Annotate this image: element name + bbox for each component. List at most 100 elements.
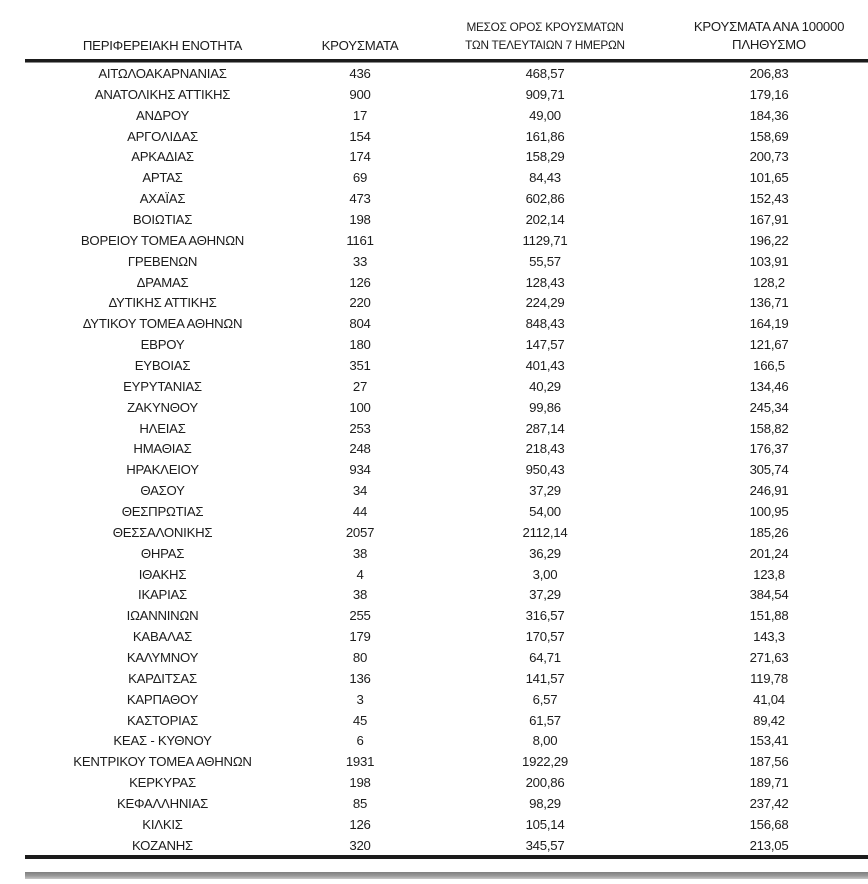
- cell-per100k: 305,74: [749, 462, 789, 478]
- cell-per100k: 100,95: [749, 503, 789, 519]
- cell-per100k: 156,68: [749, 816, 789, 832]
- cell-region: ΔΥΤΙΚΟΥ ΤΟΜΕΑ ΑΘΗΝΩΝ: [82, 316, 243, 332]
- cell-cases: 17: [352, 107, 368, 123]
- cell-cases: 38: [352, 587, 368, 603]
- table-row: ΔΡΑΜΑΣ 126 128,43 128,2: [25, 272, 868, 293]
- col-header-per100k: ΚΡΟΥΣΜΑΤΑ ΑΝΑ 100000 ΠΛΗΘΥΣΜΟ: [670, 0, 868, 58]
- cell-cases: 27: [352, 378, 368, 394]
- bottom-gray-bar: [25, 872, 868, 879]
- table-row: ΚΑΛΥΜΝΟΥ 80 64,71 271,63: [25, 647, 868, 668]
- cell-per100k: 245,34: [749, 399, 789, 415]
- table-row: ΑΧΑΪΑΣ 473 602,86 152,43: [25, 188, 868, 209]
- cell-per100k: 167,91: [749, 211, 789, 227]
- cell-avg7: 98,29: [529, 796, 561, 811]
- cell-region: ΔΥΤΙΚΗΣ ΑΤΤΙΚΗΣ: [108, 295, 217, 311]
- table-row: ΑΡΤΑΣ 69 84,43 101,65: [25, 167, 868, 188]
- cell-region: ΕΒΡΟΥ: [140, 337, 185, 353]
- cell-region: ΚΑΡΔΙΤΣΑΣ: [128, 670, 197, 686]
- cell-per100k: 121,67: [749, 337, 789, 353]
- table-row: ΚΕΡΚΥΡΑΣ 198 200,86 189,71: [25, 772, 868, 793]
- cell-avg7: 158,29: [525, 149, 565, 165]
- table-row: ΑΙΤΩΛΟΑΚΑΡΝΑΝΙΑΣ 436 468,57 206,83: [25, 63, 868, 84]
- cell-region: ΕΥΒΟΙΑΣ: [134, 357, 191, 373]
- cell-per100k: 41,04: [753, 691, 785, 707]
- cell-avg7: 1922,29: [522, 754, 568, 770]
- table-row: ΑΝΑΤΟΛΙΚΗΣ ΑΤΤΙΚΗΣ 900 909,71 179,16: [25, 84, 868, 105]
- cell-per100k: 176,37: [749, 441, 789, 457]
- cell-avg7: 224,29: [525, 295, 565, 311]
- table-bottom-rule: [25, 855, 868, 859]
- cell-cases: 38: [352, 545, 368, 561]
- cell-cases: 248: [349, 441, 371, 457]
- cell-region: ΓΡΕΒΕΝΩΝ: [127, 253, 198, 269]
- cell-avg7: 105,14: [525, 816, 565, 832]
- cell-cases: 934: [349, 462, 371, 478]
- cell-avg7: 84,43: [529, 170, 561, 186]
- cell-region: ΚΑΛΥΜΝΟΥ: [126, 649, 199, 665]
- cell-cases: 1161: [346, 232, 374, 248]
- table-row: ΗΜΑΘΙΑΣ 248 218,43 176,37: [25, 438, 868, 459]
- cell-cases: 6: [356, 733, 364, 749]
- cell-region: ΘΕΣΣΑΛΟΝΙΚΗΣ: [112, 524, 213, 540]
- table-row: ΑΝΔΡΟΥ 17 49,00 184,36: [25, 105, 868, 126]
- cell-cases: 136: [349, 670, 371, 686]
- cell-avg7: 950,43: [525, 462, 565, 478]
- cell-per100k: 246,91: [749, 483, 789, 499]
- cell-cases: 174: [349, 149, 371, 165]
- cell-cases: 255: [349, 608, 371, 624]
- cell-cases: 80: [352, 649, 368, 665]
- table-row: ΘΗΡΑΣ 38 36,29 201,24: [25, 543, 868, 564]
- cell-per100k: 237,42: [749, 796, 789, 811]
- cell-cases: 900: [349, 86, 371, 102]
- table-row: ΚΕΦΑΛΛΗΝΙΑΣ 85 98,29 237,42: [25, 793, 868, 814]
- cell-per100k: 166,5: [753, 357, 785, 373]
- cell-per100k: 119,78: [750, 670, 788, 686]
- cell-per100k: 206,83: [749, 65, 789, 81]
- cell-per100k: 184,36: [749, 107, 789, 123]
- table-header: ΠΕΡΙΦΕΡΕΙΑΚΗ ΕΝΟΤΗΤΑ ΚΡΟΥΣΜΑΤΑ ΜΕΣΟΣ ΟΡΟ…: [25, 0, 868, 63]
- cell-cases: 34: [352, 483, 368, 499]
- cell-region: ΙΩΑΝΝΙΝΩΝ: [126, 608, 199, 624]
- cell-region: ΑΡΤΑΣ: [142, 170, 183, 186]
- cell-per100k: 200,73: [749, 149, 789, 165]
- cell-per100k: 151,88: [749, 608, 789, 624]
- cell-region: ΖΑΚΥΝΘΟΥ: [127, 399, 198, 415]
- cell-region: ΗΜΑΘΙΑΣ: [133, 441, 192, 457]
- cell-cases: 44: [352, 503, 368, 519]
- cell-avg7: 49,00: [529, 107, 561, 123]
- table-row: ΚΑΒΑΛΑΣ 179 170,57 143,3: [25, 626, 868, 647]
- cell-cases: 33: [352, 253, 368, 269]
- cell-avg7: 316,57: [525, 608, 565, 624]
- cell-per100k: 187,56: [749, 754, 789, 770]
- cell-avg7: 99,86: [529, 399, 561, 415]
- cell-avg7: 141,57: [525, 670, 565, 686]
- table-row: ΚΟΖΑΝΗΣ 320 345,57 213,05: [25, 835, 868, 856]
- cell-region: ΘΑΣΟΥ: [140, 483, 185, 499]
- cell-per100k: 164,19: [749, 316, 789, 332]
- cell-cases: 320: [349, 837, 371, 853]
- table-row: ΚΕΝΤΡΙΚΟΥ ΤΟΜΕΑ ΑΘΗΝΩΝ 1931 1922,29 187,…: [25, 751, 868, 772]
- table-row: ΘΕΣΠΡΩΤΙΑΣ 44 54,00 100,95: [25, 501, 868, 522]
- col-header-per100k-line1: ΚΡΟΥΣΜΑΤΑ ΑΝΑ 100000: [693, 19, 845, 34]
- col-header-cases: ΚΡΟΥΣΜΑΤΑ: [321, 38, 399, 53]
- table-row: ΑΡΓΟΛΙΔΑΣ 154 161,86 158,69: [25, 126, 868, 147]
- cell-cases: 45: [352, 712, 368, 728]
- cell-avg7: 468,57: [525, 65, 565, 81]
- cell-avg7: 2112,14: [522, 524, 568, 540]
- cell-per100k: 153,41: [749, 733, 789, 749]
- cell-region: ΚΕΑΣ - ΚΥΘΝΟΥ: [113, 733, 212, 749]
- table-row: ΚΙΛΚΙΣ 126 105,14 156,68: [25, 814, 868, 835]
- cell-avg7: 8,00: [532, 733, 558, 749]
- table-row: ΓΡΕΒΕΝΩΝ 33 55,57 103,91: [25, 251, 868, 272]
- cell-cases: 85: [352, 796, 368, 811]
- table-row: ΙΚΑΡΙΑΣ 38 37,29 384,54: [25, 584, 868, 605]
- cell-region: ΚΑΡΠΑΘΟΥ: [126, 691, 199, 707]
- table-row: ΔΥΤΙΚΟΥ ΤΟΜΕΑ ΑΘΗΝΩΝ 804 848,43 164,19: [25, 313, 868, 334]
- cell-per100k: 189,71: [749, 775, 789, 791]
- table-row: ΚΑΡΔΙΤΣΑΣ 136 141,57 119,78: [25, 668, 868, 689]
- cell-cases: 220: [349, 295, 371, 311]
- cell-cases: 126: [349, 816, 371, 832]
- cell-cases: 3: [356, 691, 364, 707]
- cell-region: ΚΕΡΚΥΡΑΣ: [129, 775, 196, 791]
- table-row: ΙΘΑΚΗΣ 4 3,00 123,8: [25, 564, 868, 585]
